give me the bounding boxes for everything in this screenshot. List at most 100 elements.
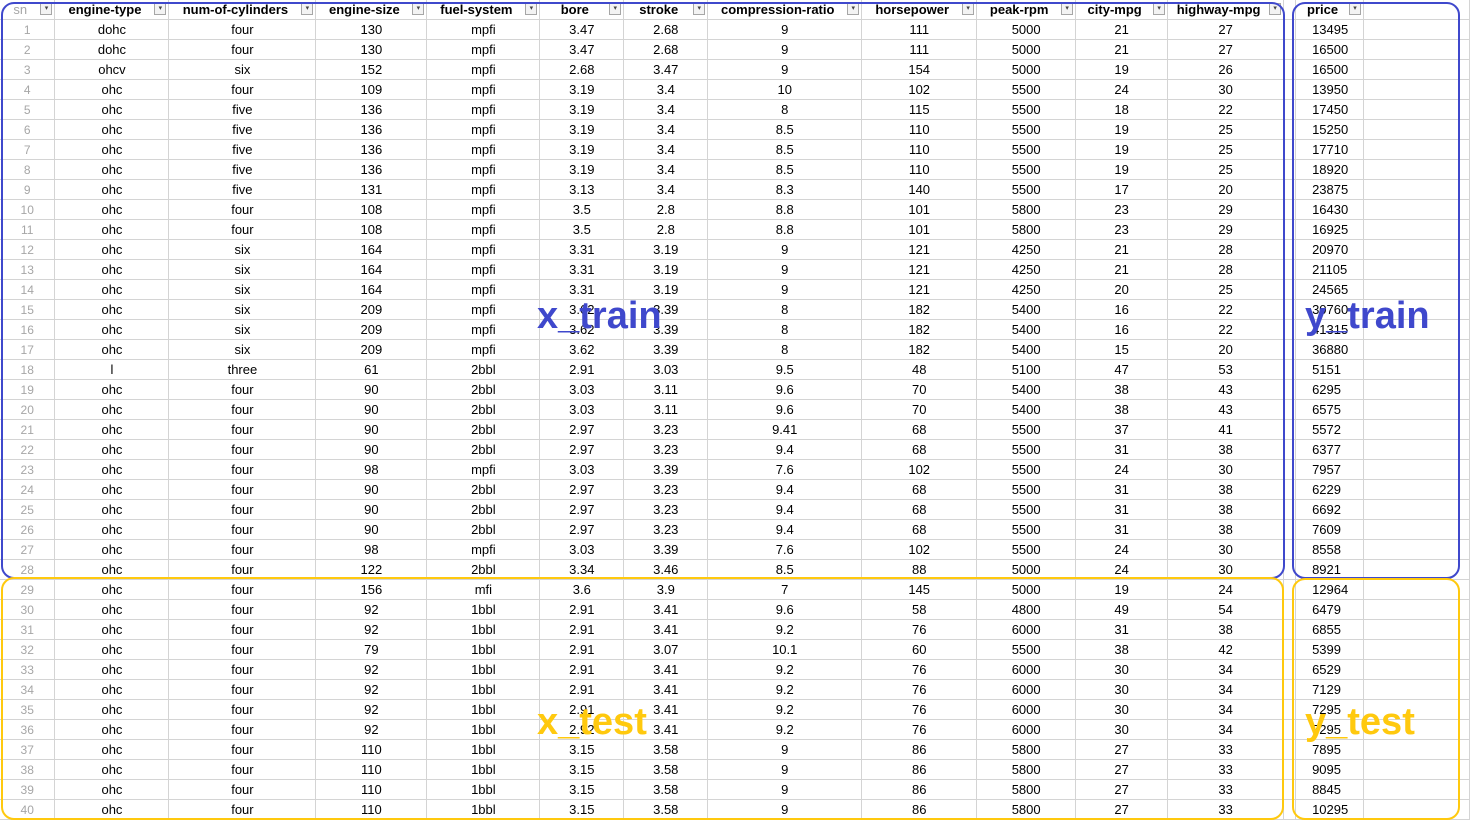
cell-stroke[interactable]: 3.4 [623, 99, 709, 120]
cell-num-of-cylinders[interactable]: six [168, 59, 317, 80]
cell-stroke[interactable]: 2.8 [623, 199, 709, 220]
cell-compression-ratio[interactable]: 7.6 [707, 539, 863, 560]
cell-horsepower[interactable]: 70 [861, 399, 978, 420]
cell-engine-type[interactable]: ohc [54, 219, 170, 240]
cell-stroke[interactable]: 3.19 [623, 259, 709, 280]
cell-highway-mpg[interactable]: 42 [1167, 639, 1285, 660]
cell-bore[interactable]: 2.97 [539, 439, 625, 460]
cell-engine-type[interactable]: ohc [54, 119, 170, 140]
cell-horsepower[interactable]: 182 [861, 299, 978, 320]
cell-engine-size[interactable]: 130 [315, 19, 428, 40]
cell-num-of-cylinders[interactable]: five [168, 139, 317, 160]
cell-compression-ratio[interactable]: 7 [707, 579, 863, 600]
empty-cell[interactable] [1283, 299, 1297, 320]
cell-stroke[interactable]: 3.41 [623, 659, 709, 680]
cell-engine-type[interactable]: ohc [54, 299, 170, 320]
empty-cell[interactable] [1283, 239, 1297, 260]
filter-dropdown-icon[interactable]: ▾ [847, 3, 860, 15]
cell-peak-rpm[interactable]: 5800 [976, 779, 1077, 800]
empty-cell[interactable] [1283, 319, 1297, 340]
cell-fuel-system[interactable]: mpfi [426, 459, 541, 480]
cell-engine-size[interactable]: 110 [315, 779, 428, 800]
cell-engine-type[interactable]: ohc [54, 639, 170, 660]
cell-horsepower[interactable]: 111 [861, 19, 978, 40]
cell-horsepower[interactable]: 121 [861, 279, 978, 300]
cell-peak-rpm[interactable]: 5400 [976, 399, 1077, 420]
cell-highway-mpg[interactable]: 38 [1167, 519, 1285, 540]
cell-horsepower[interactable]: 48 [861, 359, 978, 380]
cell-peak-rpm[interactable]: 5400 [976, 319, 1077, 340]
empty-cell[interactable] [1283, 679, 1297, 700]
cell-peak-rpm[interactable]: 4250 [976, 259, 1077, 280]
cell-engine-type[interactable]: ohc [54, 99, 170, 120]
cell-num-of-cylinders[interactable]: three [168, 359, 317, 380]
cell-num-of-cylinders[interactable]: four [168, 219, 317, 240]
cell-fuel-system[interactable]: 1bbl [426, 639, 541, 660]
empty-cell[interactable] [1363, 399, 1470, 420]
cell-engine-type[interactable]: ohc [54, 519, 170, 540]
cell-city-mpg[interactable]: 21 [1075, 239, 1169, 260]
cell-highway-mpg[interactable]: 28 [1167, 239, 1285, 260]
cell-horsepower[interactable]: 101 [861, 199, 978, 220]
cell-peak-rpm[interactable]: 5400 [976, 339, 1077, 360]
cell-peak-rpm[interactable]: 4250 [976, 239, 1077, 260]
cell-num-of-cylinders[interactable]: five [168, 179, 317, 200]
cell-bore[interactable]: 3.31 [539, 259, 625, 280]
cell-horsepower[interactable]: 86 [861, 779, 978, 800]
cell-city-mpg[interactable]: 27 [1075, 799, 1169, 820]
cell-engine-type[interactable]: ohcv [54, 59, 170, 80]
empty-cell[interactable] [1363, 299, 1470, 320]
cell-price[interactable]: 8558 [1295, 539, 1365, 560]
cell-engine-type[interactable]: ohc [54, 239, 170, 260]
empty-cell[interactable] [1283, 119, 1297, 140]
cell-price[interactable]: 24565 [1295, 279, 1365, 300]
empty-column-header[interactable] [1283, 0, 1297, 20]
cell-bore[interactable]: 2.97 [539, 419, 625, 440]
cell-compression-ratio[interactable]: 9 [707, 19, 863, 40]
cell-engine-type[interactable]: l [54, 359, 170, 380]
cell-bore[interactable]: 3.31 [539, 279, 625, 300]
cell-horsepower[interactable]: 86 [861, 759, 978, 780]
filter-dropdown-icon[interactable]: ▾ [1061, 3, 1074, 15]
cell-compression-ratio[interactable]: 9 [707, 279, 863, 300]
cell-city-mpg[interactable]: 49 [1075, 599, 1169, 620]
cell-sn[interactable]: 20 [0, 399, 56, 420]
cell-price[interactable]: 16500 [1295, 59, 1365, 80]
cell-stroke[interactable]: 3.19 [623, 239, 709, 260]
cell-peak-rpm[interactable]: 5000 [976, 59, 1077, 80]
empty-cell[interactable] [1363, 619, 1470, 640]
cell-city-mpg[interactable]: 19 [1075, 119, 1169, 140]
column-header-sn[interactable]: sn ▾ [0, 0, 56, 20]
cell-stroke[interactable]: 3.11 [623, 379, 709, 400]
cell-engine-type[interactable]: ohc [54, 279, 170, 300]
cell-engine-size[interactable]: 110 [315, 739, 428, 760]
cell-engine-size[interactable]: 98 [315, 539, 428, 560]
cell-num-of-cylinders[interactable]: four [168, 519, 317, 540]
cell-horsepower[interactable]: 111 [861, 39, 978, 60]
cell-sn[interactable]: 30 [0, 599, 56, 620]
cell-price[interactable]: 5572 [1295, 419, 1365, 440]
cell-price[interactable]: 5399 [1295, 639, 1365, 660]
cell-price[interactable]: 6529 [1295, 659, 1365, 680]
filter-dropdown-icon[interactable]: ▾ [525, 3, 538, 15]
cell-horsepower[interactable]: 70 [861, 379, 978, 400]
cell-bore[interactable]: 3.15 [539, 799, 625, 820]
cell-city-mpg[interactable]: 23 [1075, 219, 1169, 240]
cell-num-of-cylinders[interactable]: four [168, 539, 317, 560]
cell-highway-mpg[interactable]: 30 [1167, 539, 1285, 560]
empty-cell[interactable] [1363, 339, 1470, 360]
cell-city-mpg[interactable]: 31 [1075, 439, 1169, 460]
empty-cell[interactable] [1363, 779, 1470, 800]
cell-city-mpg[interactable]: 38 [1075, 639, 1169, 660]
cell-bore[interactable]: 3.03 [539, 539, 625, 560]
empty-cell[interactable] [1363, 359, 1470, 380]
cell-sn[interactable]: 39 [0, 779, 56, 800]
cell-compression-ratio[interactable]: 8.8 [707, 199, 863, 220]
cell-engine-size[interactable]: 90 [315, 419, 428, 440]
cell-engine-type[interactable]: ohc [54, 739, 170, 760]
cell-sn[interactable]: 9 [0, 179, 56, 200]
cell-engine-size[interactable]: 90 [315, 519, 428, 540]
cell-highway-mpg[interactable]: 54 [1167, 599, 1285, 620]
cell-num-of-cylinders[interactable]: four [168, 759, 317, 780]
cell-price[interactable]: 7957 [1295, 459, 1365, 480]
